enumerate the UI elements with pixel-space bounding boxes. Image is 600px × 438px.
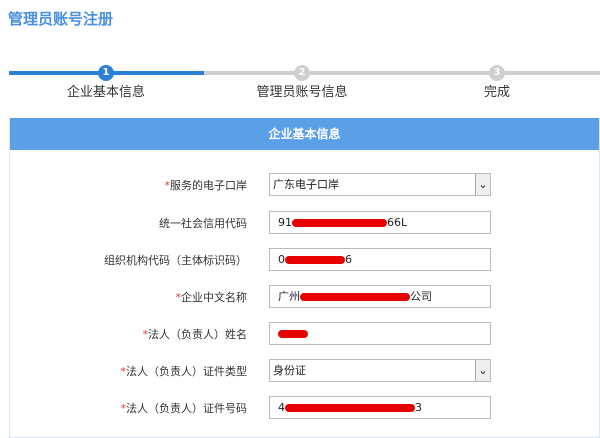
field-label: *法人（负责人）证件类型 (120, 365, 248, 378)
field-label: *法人（负责人）证件号码 (120, 402, 248, 415)
page-title: 管理员账号注册 (8, 10, 114, 28)
required-marker: * (120, 365, 127, 378)
step-3-label: 完成 (483, 85, 511, 100)
required-marker: * (120, 402, 127, 415)
step-3-circle: 3 (489, 65, 505, 81)
progress-steps: 1 2 3 企业基本信息 管理员账号信息 完成 (9, 62, 600, 102)
company-info-panel: 企业基本信息 *服务的电子口岸 广东电子口岸 ⌄ 统一社会信用代码 91 66L 组织机构代… (9, 118, 600, 438)
redaction-mark (285, 256, 345, 264)
section-header: 企业基本信息 (10, 118, 599, 150)
form-row: *法人（负责人）姓名 (10, 322, 599, 345)
required-marker: * (175, 291, 182, 304)
form-row: 组织机构代码（主体标识码） 0 6 (10, 248, 599, 271)
redaction-mark (292, 219, 387, 227)
field-input[interactable]: 91 66L (269, 211, 491, 234)
form-row: *企业中文名称 广州 公司 (10, 285, 599, 308)
step-line-pending (204, 71, 600, 75)
form-row: *法人（负责人）证件号码 4 3 (10, 396, 599, 419)
field-label: *服务的电子口岸 (164, 179, 248, 192)
field-label: *法人（负责人）姓名 (142, 328, 248, 341)
chevron-down-icon[interactable]: ⌄ (475, 174, 490, 195)
chevron-down-icon[interactable]: ⌄ (475, 360, 490, 381)
form-row: *服务的电子口岸 广东电子口岸 ⌄ (10, 173, 599, 196)
field-label: *企业中文名称 (175, 291, 248, 304)
required-marker: * (164, 179, 171, 192)
redaction-mark (300, 293, 410, 301)
field-label: 统一社会信用代码 (159, 217, 247, 230)
field-select[interactable]: 广东电子口岸 ⌄ (269, 173, 491, 196)
redaction-mark (285, 404, 415, 412)
required-marker: * (142, 328, 149, 341)
form-row: *法人（负责人）证件类型 身份证 ⌄ (10, 359, 599, 382)
field-label: 组织机构代码（主体标识码） (104, 254, 247, 267)
field-select[interactable]: 身份证 ⌄ (269, 359, 491, 382)
step-2-circle: 2 (294, 65, 310, 81)
form-row: 统一社会信用代码 91 66L (10, 211, 599, 234)
field-input[interactable]: 广州 公司 (269, 285, 491, 308)
step-1-circle: 1 (98, 65, 114, 81)
step-1-label: 企业基本信息 (66, 85, 146, 100)
field-input[interactable] (269, 322, 491, 345)
step-2-label: 管理员账号信息 (256, 85, 348, 100)
redaction-mark (278, 330, 308, 338)
